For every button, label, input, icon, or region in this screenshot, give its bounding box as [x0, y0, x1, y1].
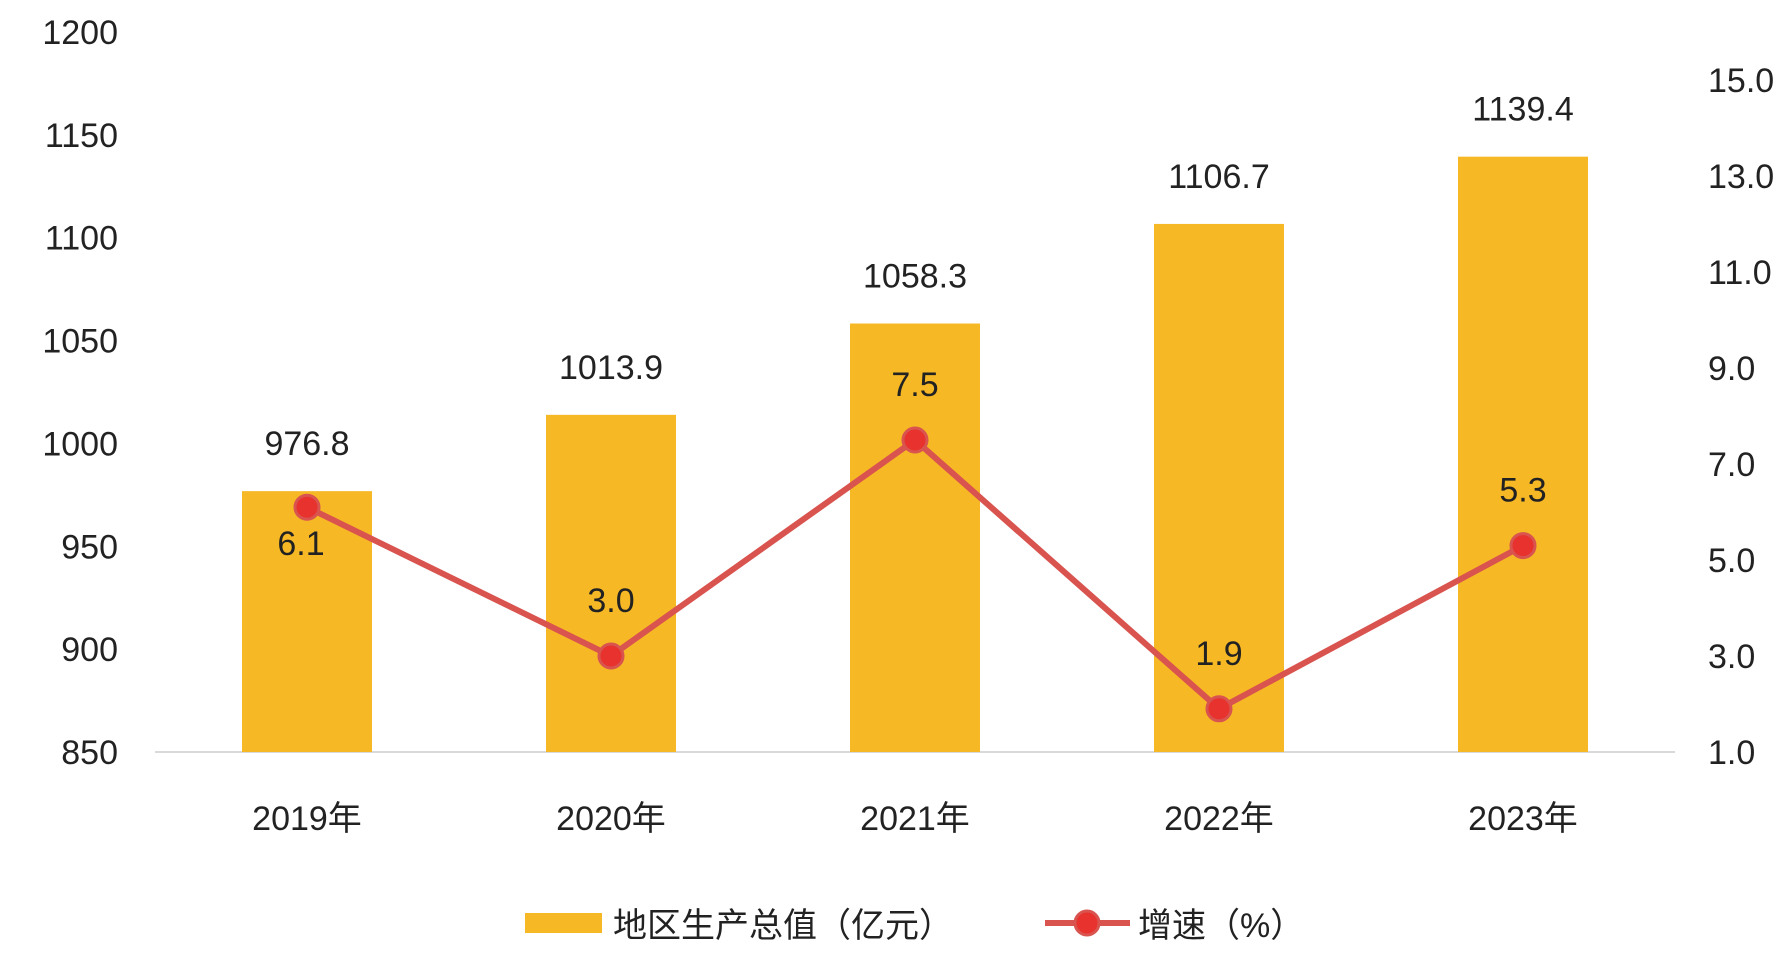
- x-axis-categories: 2019年 2020年 2021年 2022年 2023年: [252, 800, 1578, 838]
- bar-value-label: 976.8: [264, 425, 349, 463]
- growth-point: [293, 493, 321, 521]
- bar-value-label: 1139.4: [1472, 91, 1573, 129]
- bar-value-label: 1013.9: [559, 349, 663, 387]
- left-tick-label: 950: [61, 528, 118, 566]
- right-tick-label: 3.0: [1708, 638, 1755, 676]
- left-tick-label: 1150: [45, 117, 118, 155]
- bar-data-labels: 976.8 1013.9 1058.3 1106.7 1139.4: [264, 91, 1573, 463]
- bar-value-label: 1058.3: [863, 257, 967, 295]
- growth-value-label: 7.5: [891, 366, 938, 404]
- legend-swatch-gdp: [525, 913, 602, 933]
- left-tick-label: 1050: [42, 323, 118, 361]
- bar: [1154, 223, 1284, 753]
- x-tick-label: 2022年: [1164, 800, 1274, 838]
- x-tick-label: 2019年: [252, 800, 362, 838]
- bar: [546, 414, 676, 752]
- x-tick-label: 2023年: [1468, 800, 1578, 838]
- right-tick-label: 9.0: [1708, 350, 1755, 388]
- growth-value-label: 1.9: [1195, 635, 1242, 673]
- legend-swatch-growth-marker: [1073, 909, 1101, 937]
- right-tick-label: 5.0: [1708, 542, 1755, 580]
- left-tick-label: 850: [61, 734, 118, 772]
- legend: 地区生产总值（亿元） 增速（%）: [525, 907, 1304, 945]
- bar-series: [242, 156, 1588, 753]
- left-y-axis: 850 900 950 1000 1050 1100 1150 1200: [42, 14, 118, 772]
- bar: [242, 491, 372, 752]
- legend-label-gdp: 地区生产总值（亿元）: [613, 907, 953, 945]
- growth-value-label: 5.3: [1499, 472, 1546, 510]
- line-data-labels: 6.1 3.0 7.5 1.9 5.3: [277, 366, 1546, 673]
- growth-value-label: 6.1: [277, 525, 324, 563]
- growth-point: [597, 642, 625, 670]
- left-tick-label: 1000: [42, 425, 118, 463]
- bar: [1458, 156, 1588, 753]
- right-tick-label: 13.0: [1708, 158, 1774, 196]
- x-tick-label: 2020年: [556, 800, 666, 838]
- legend-label-growth: 增速（%）: [1138, 907, 1304, 945]
- bar: [850, 323, 980, 752]
- right-tick-label: 1.0: [1708, 734, 1755, 772]
- x-tick-label: 2021年: [860, 800, 970, 838]
- growth-value-label: 3.0: [587, 582, 634, 620]
- right-tick-label: 15.0: [1708, 62, 1774, 100]
- growth-point: [901, 426, 929, 454]
- left-tick-label: 1200: [42, 14, 118, 52]
- left-tick-label: 1100: [45, 220, 118, 258]
- right-y-axis: 1.0 3.0 5.0 7.0 9.0 11.0 13.0 15.0: [1708, 62, 1774, 772]
- left-tick-label: 900: [61, 631, 118, 669]
- growth-point: [1509, 532, 1537, 560]
- bar-value-label: 1106.7: [1168, 158, 1269, 196]
- growth-point: [1205, 695, 1233, 723]
- line-series: [293, 426, 1537, 723]
- right-tick-label: 7.0: [1708, 446, 1755, 484]
- right-tick-label: 11.0: [1708, 254, 1772, 292]
